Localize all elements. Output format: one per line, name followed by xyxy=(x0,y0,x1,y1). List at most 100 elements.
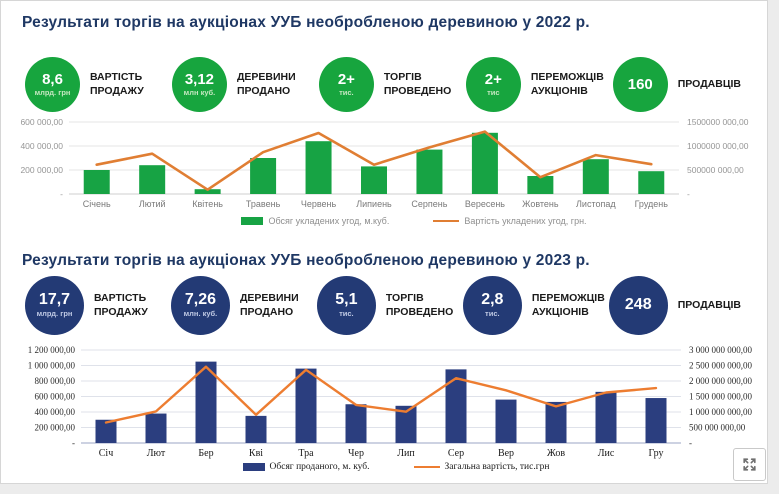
bar[interactable] xyxy=(361,166,387,194)
category-label: Жовтень xyxy=(522,199,559,209)
section-title-2022: Результати торгів на аукціонах УУБ необр… xyxy=(22,14,590,31)
bar[interactable] xyxy=(245,415,267,443)
bar[interactable] xyxy=(139,165,166,194)
stat-sales-value-2022: 8,6 млрд. грн ВАРТІСТЬ ПРОДАЖУ xyxy=(25,57,172,112)
stat-circle: 2+ тис xyxy=(465,57,521,112)
category-label: Січень xyxy=(83,199,111,209)
section-title-2023: Результати торгів на аукціонах УУБ необр… xyxy=(22,252,590,269)
legend-item-volume-2023: Обсяг проданого, м. куб. xyxy=(242,462,370,472)
category-label: Гру xyxy=(648,448,663,459)
bar[interactable] xyxy=(83,170,110,194)
bar[interactable] xyxy=(645,398,667,443)
left-axis-tick: 800 000,00 xyxy=(35,376,76,386)
category-label: Тра xyxy=(298,448,314,459)
stat-circle: 2+ тис. xyxy=(318,57,374,112)
legend-item-volume-2022: Обсяг укладених угод, м.куб. xyxy=(241,216,389,226)
bar[interactable] xyxy=(194,189,221,194)
legend-label: Вартість укладених угод, грн. xyxy=(464,216,587,226)
legend-label: Загальна вартість, тис.грн xyxy=(444,462,550,472)
stat-circle: 17,7 млрд. грн xyxy=(25,276,84,335)
right-axis-tick: 1 000 000 000,00 xyxy=(689,407,753,417)
bar[interactable] xyxy=(638,171,665,194)
category-label: Вересень xyxy=(465,199,505,209)
bar[interactable] xyxy=(345,404,367,443)
category-label: Квітень xyxy=(192,199,223,209)
line-series[interactable] xyxy=(95,130,653,191)
left-axis-tick: - xyxy=(72,438,75,448)
category-label: Травень xyxy=(246,199,281,209)
bar[interactable] xyxy=(145,413,167,443)
bar[interactable] xyxy=(416,149,443,194)
left-axis-tick: 600 000,00 xyxy=(35,392,76,402)
bar[interactable] xyxy=(445,369,467,443)
left-axis-tick: 200 000,00 xyxy=(20,165,63,175)
category-label: Жов xyxy=(547,448,565,459)
line-swatch-icon xyxy=(413,466,440,468)
chart-legend-2022: Обсяг укладених угод, м.куб. Вартість ук… xyxy=(13,216,779,226)
left-axis-tick: 1 000 000,00 xyxy=(28,361,76,371)
bar[interactable] xyxy=(527,176,554,194)
category-label: Грудень xyxy=(635,199,669,209)
bar[interactable] xyxy=(250,158,277,194)
category-label: Лют xyxy=(147,448,166,459)
category-label: Чер xyxy=(348,448,364,459)
category-label: Вер xyxy=(498,448,514,459)
stat-auctions-held-2023: 5,1 тис. ТОРГІВ ПРОВЕДЕНО xyxy=(316,276,463,335)
bar[interactable] xyxy=(95,419,117,443)
category-label: Серпень xyxy=(411,199,447,209)
right-axis-tick: 1000000 000,00 xyxy=(687,141,749,151)
right-axis-tick: 1 500 000 000,00 xyxy=(689,392,753,402)
expand-button[interactable] xyxy=(733,448,766,481)
bar[interactable] xyxy=(495,399,517,443)
stat-wood-sold-2022: 3,12 млн куб. ДЕРЕВИНИ ПРОДАНО xyxy=(171,57,319,112)
bar[interactable] xyxy=(295,368,317,443)
chart-legend-2023: Обсяг проданого, м. куб. Загальна вартіс… xyxy=(13,462,769,472)
legend-label: Обсяг проданого, м. куб. xyxy=(269,462,370,472)
stat-circle: 160 xyxy=(612,57,668,112)
legend-label: Обсяг укладених угод, м.куб. xyxy=(268,216,390,226)
stat-winners-2022: 2+ тис ПЕРЕМОЖЦІВ АУКЦІОНІВ xyxy=(465,57,613,112)
category-label: Червень xyxy=(301,199,337,209)
right-axis-tick: - xyxy=(687,189,690,199)
chart-2022-combo[interactable]: 600 000,00 400 000,00 200 000,00 - 1500000 0… xyxy=(13,117,759,222)
bar[interactable] xyxy=(395,405,417,443)
stat-auctions-held-2022: 2+ тис. ТОРГІВ ПРОВЕДЕНО xyxy=(318,57,466,112)
stat-sellers-2023: 248 ПРОДАВЦІВ xyxy=(608,276,741,335)
stat-sales-value-2023: 17,7 млрд. грн ВАРТІСТЬ ПРОДАЖУ xyxy=(25,276,171,335)
stats-row-2022: 8,6 млрд. грн ВАРТІСТЬ ПРОДАЖУ 3,12 млн … xyxy=(25,57,741,112)
line-series[interactable] xyxy=(104,365,658,424)
canvas-bottom-strip xyxy=(0,485,779,494)
category-label: Лип xyxy=(397,448,415,459)
bar[interactable] xyxy=(305,141,332,194)
stat-wood-sold-2023: 7,26 млн. куб. ДЕРЕВИНИ ПРОДАНО xyxy=(170,276,317,335)
bar[interactable] xyxy=(545,401,567,443)
expand-arrows-icon xyxy=(743,458,756,471)
category-label: Лис xyxy=(598,448,615,459)
bar[interactable] xyxy=(471,132,498,194)
right-axis-tick: - xyxy=(689,438,692,448)
stat-circle: 7,26 млн. куб. xyxy=(170,276,230,335)
right-axis-tick: 1500000 000,00 xyxy=(687,117,749,127)
stat-circle: 3,12 млн куб. xyxy=(171,57,227,112)
legend-item-value-2022: Вартість укладених угод, грн. xyxy=(433,216,587,226)
stat-circle: 248 xyxy=(608,276,668,335)
category-label: Кві xyxy=(249,448,263,459)
bar-swatch-icon xyxy=(241,217,264,225)
bar[interactable] xyxy=(595,391,617,443)
chart-2023-combo[interactable]: 1 200 000,00 1 000 000,00 800 000,00 600 00… xyxy=(13,345,759,472)
left-axis-tick: 200 000,00 xyxy=(35,423,76,433)
category-label: Січ xyxy=(99,448,113,459)
category-label: Липиень xyxy=(356,199,392,209)
right-axis-tick: 2 000 000 000,00 xyxy=(689,376,753,386)
stat-sellers-2022: 160 ПРОДАВЦІВ xyxy=(612,57,741,112)
right-axis-tick: 3 000 000 000,00 xyxy=(689,345,753,355)
bar[interactable] xyxy=(195,361,217,443)
line-swatch-icon xyxy=(433,220,460,222)
bar-swatch-icon xyxy=(242,463,265,471)
category-label: Сер xyxy=(448,448,464,459)
bar[interactable] xyxy=(582,159,609,194)
report-page: Результати торгів на аукціонах УУБ необр… xyxy=(0,0,768,484)
stat-circle: 2,8 тис. xyxy=(462,276,522,335)
left-axis-tick: 600 000,00 xyxy=(20,117,63,127)
